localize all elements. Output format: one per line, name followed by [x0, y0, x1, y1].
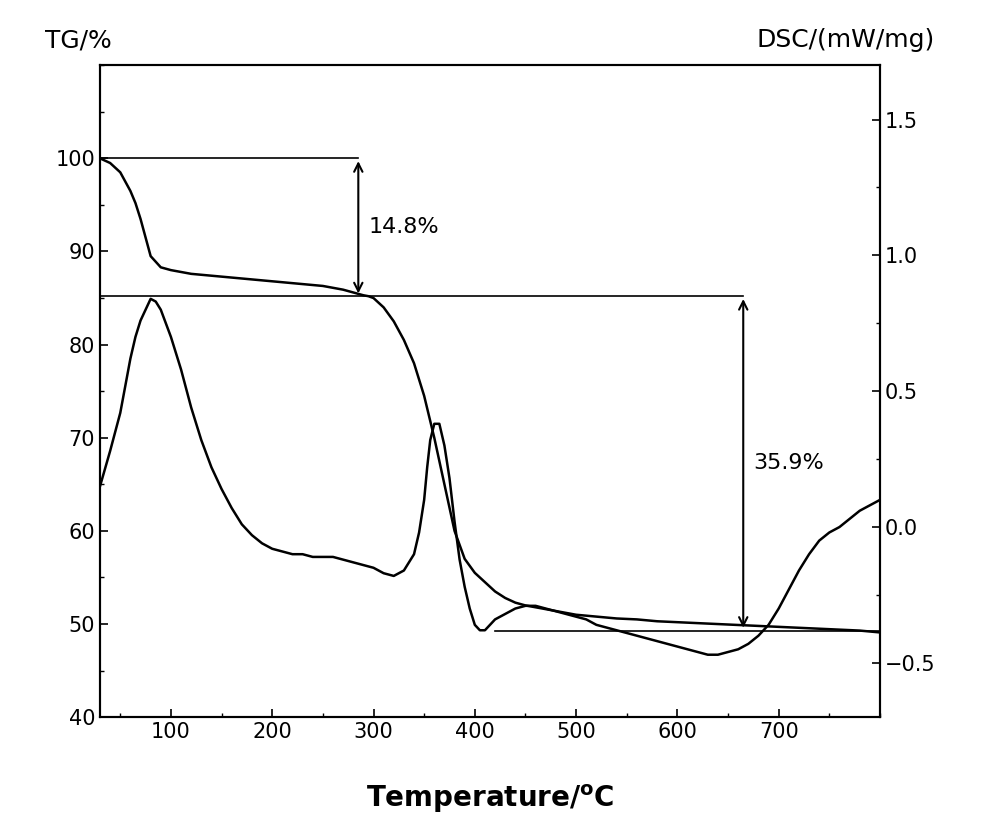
Text: Temperature/$\mathbf{^oC}$: Temperature/$\mathbf{^oC}$ [366, 782, 614, 815]
Text: DSC/(mW/mg): DSC/(mW/mg) [756, 29, 935, 52]
Text: 35.9%: 35.9% [753, 453, 824, 474]
Text: 14.8%: 14.8% [368, 218, 439, 237]
Text: TG/%: TG/% [45, 29, 112, 52]
